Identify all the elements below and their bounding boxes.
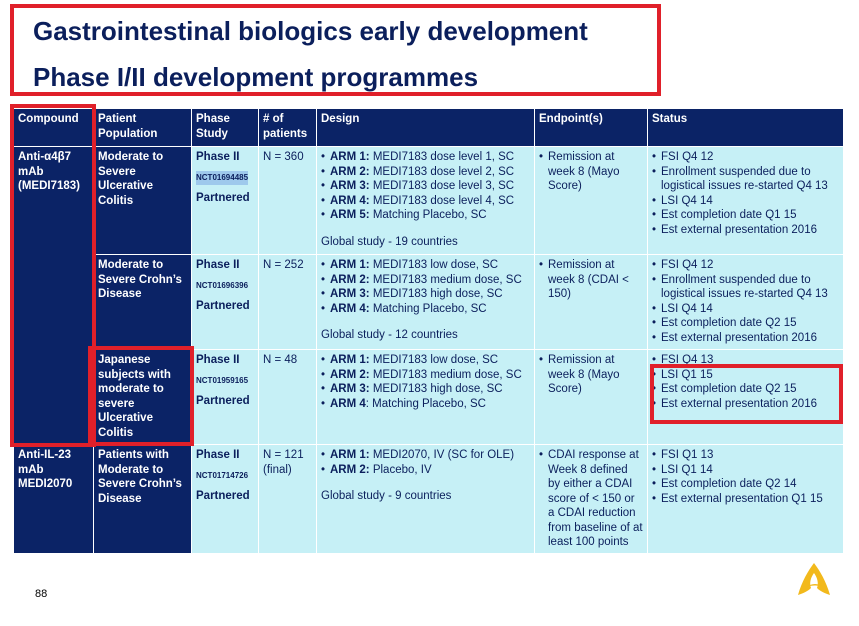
patients-cell: N = 48 — [258, 349, 317, 445]
header-design: Design — [316, 108, 535, 147]
phase-cell: Phase II NCT01696396 Partnered — [191, 254, 259, 350]
partnered-label: Partnered — [196, 192, 250, 204]
partnered-label: Partnered — [196, 395, 250, 407]
list-item: ARM 4: MEDI7183 dose level 4, SC — [321, 194, 530, 209]
list-item: Remission at week 8 (Mayo Score) — [539, 353, 643, 397]
astrazeneca-logo-icon — [798, 563, 830, 595]
phase-label: Phase II — [196, 151, 240, 163]
list-item: Est completion date Q2 15 — [652, 382, 839, 397]
title-highlight-box — [10, 4, 661, 96]
population-cell: Patients with Moderate to Severe Crohn’s… — [93, 444, 192, 554]
phase-cell: Phase II NCT01714726 Partnered — [191, 444, 259, 554]
list-item: Enrollment suspended due to logistical i… — [652, 273, 839, 302]
list-item: ARM 3: MEDI7183 high dose, SC — [321, 382, 530, 397]
arm-list: ARM 1: MEDI2070, IV (SC for OLE) ARM 2: … — [321, 448, 530, 477]
list-item: Est external presentation 2016 — [652, 223, 839, 238]
population-cell: Moderate to Severe Ulcerative Colitis — [93, 146, 192, 255]
header-endpoint: Endpoint(s) — [534, 108, 648, 147]
phase-label: Phase II — [196, 354, 240, 366]
design-cell: ARM 1: MEDI7183 low dose, SC ARM 2: MEDI… — [316, 349, 535, 445]
nct-id: NCT01696396 — [196, 280, 249, 290]
design-cell: ARM 1: MEDI7183 dose level 1, SC ARM 2: … — [316, 146, 535, 255]
list-item: ARM 3: MEDI7183 dose level 3, SC — [321, 179, 530, 194]
patients-cell: N = 360 — [258, 146, 317, 255]
header-phase: Phase Study — [191, 108, 259, 147]
phase-label: Phase II — [196, 449, 240, 461]
table-row: Anti-α4β7 mAb (MEDI7183) Moderate to Sev… — [13, 146, 844, 445]
list-item: FSI Q4 12 — [652, 258, 839, 273]
list-item: Remission at week 8 (Mayo Score) — [539, 150, 643, 194]
list-item: ARM 4: Matching Placebo, SC — [321, 397, 530, 412]
list-item: Enrollment suspended due to logistical i… — [652, 165, 839, 194]
list-item: Est completion date Q2 15 — [652, 316, 839, 331]
patients-cell: N = 252 — [258, 254, 317, 350]
status-cell: FSI Q4 12 Enrollment suspended due to lo… — [647, 146, 844, 255]
list-item: Est external presentation 2016 — [652, 331, 839, 346]
header-patients: # of patients — [258, 108, 317, 147]
phase-cell: Phase II NCT01959165 Partnered — [191, 349, 259, 445]
compound-highlight-box — [10, 104, 96, 447]
patients-cell: N = 121 (final) — [258, 444, 317, 554]
list-item: ARM 1: MEDI2070, IV (SC for OLE) — [321, 448, 530, 463]
list-item: LSI Q1 14 — [652, 463, 839, 478]
list-item: LSI Q4 14 — [652, 302, 839, 317]
status-cell: FSI Q1 13 LSI Q1 14 Est completion date … — [647, 444, 844, 554]
endpoint-cell: Remission at week 8 (Mayo Score) — [534, 349, 648, 445]
population-cell: Moderate to Severe Crohn’s Disease — [93, 254, 192, 350]
nct-id: NCT01694485 — [196, 170, 249, 185]
development-table: Compound Patient Population Phase Study … — [13, 108, 844, 554]
phase-cell: Phase II NCT01694485 Partnered — [191, 146, 259, 255]
slide-title: Gastrointestinal biologics early develop… — [33, 16, 588, 46]
design-cell: ARM 1: MEDI2070, IV (SC for OLE) ARM 2: … — [316, 444, 535, 554]
table-header-row: Compound Patient Population Phase Study … — [13, 108, 844, 147]
list-item: ARM 2: MEDI7183 dose level 2, SC — [321, 165, 530, 180]
status-cell: FSI Q4 12 Enrollment suspended due to lo… — [647, 254, 844, 350]
slide-subtitle: Phase I/II development programmes — [33, 62, 479, 92]
list-item: LSI Q1 15 — [652, 368, 839, 383]
list-item: FSI Q4 13 — [652, 353, 839, 368]
partnered-label: Partnered — [196, 300, 250, 312]
compound-cell: Anti-IL-23 mAb MEDI2070 — [13, 444, 94, 554]
list-item: ARM 1: MEDI7183 low dose, SC — [321, 353, 530, 368]
list-item: Est external presentation Q1 15 — [652, 492, 839, 507]
list-item: ARM 4: Matching Placebo, SC — [321, 302, 530, 317]
global-study-note: Global study - 12 countries — [321, 329, 458, 341]
list-item: Est completion date Q2 14 — [652, 477, 839, 492]
design-cell: ARM 1: MEDI7183 low dose, SC ARM 2: MEDI… — [316, 254, 535, 350]
global-study-note: Global study - 9 countries — [321, 490, 452, 502]
list-item: ARM 1: MEDI7183 dose level 1, SC — [321, 150, 530, 165]
list-item: Remission at week 8 (CDAI < 150) — [539, 258, 643, 302]
list-item: CDAI response at Week 8 defined by eithe… — [539, 448, 643, 550]
list-item: ARM 2: Placebo, IV — [321, 463, 530, 478]
list-item: FSI Q1 13 — [652, 448, 839, 463]
list-item: Est external presentation 2016 — [652, 397, 839, 412]
nct-id: NCT01959165 — [196, 375, 249, 385]
list-item: Est completion date Q1 15 — [652, 208, 839, 223]
header-population: Patient Population — [93, 108, 192, 147]
population-highlight-box — [88, 346, 194, 446]
nct-id: NCT01714726 — [196, 470, 249, 480]
list-item: ARM 2: MEDI7183 medium dose, SC — [321, 368, 530, 383]
header-status: Status — [647, 108, 844, 147]
table-row: Anti-IL-23 mAb MEDI2070 Patients with Mo… — [13, 444, 844, 554]
page-number: 88 — [35, 588, 48, 600]
arm-list: ARM 1: MEDI7183 low dose, SC ARM 2: MEDI… — [321, 258, 530, 316]
list-item: ARM 2: MEDI7183 medium dose, SC — [321, 273, 530, 288]
endpoint-cell: Remission at week 8 (CDAI < 150) — [534, 254, 648, 350]
global-study-note: Global study - 19 countries — [321, 235, 458, 248]
table-row: Moderate to Severe Crohn’s Disease Phase… — [14, 254, 844, 350]
arm-list: ARM 1: MEDI7183 dose level 1, SC ARM 2: … — [321, 150, 530, 223]
list-item: FSI Q4 12 — [652, 150, 839, 165]
endpoint-cell: CDAI response at Week 8 defined by eithe… — [534, 444, 648, 554]
list-item: ARM 3: MEDI7183 high dose, SC — [321, 287, 530, 302]
list-item: LSI Q4 14 — [652, 194, 839, 209]
arm-list: ARM 1: MEDI7183 low dose, SC ARM 2: MEDI… — [321, 353, 530, 411]
population-cell: Japanese subjects with moderate to sever… — [93, 349, 192, 445]
list-item: ARM 1: MEDI7183 low dose, SC — [321, 258, 530, 273]
list-item: ARM 5: Matching Placebo, SC — [321, 208, 530, 223]
phase-label: Phase II — [196, 259, 240, 271]
partnered-label: Partnered — [196, 490, 250, 502]
status-highlight-box — [650, 364, 843, 424]
endpoint-cell: Remission at week 8 (Mayo Score) — [534, 146, 648, 255]
